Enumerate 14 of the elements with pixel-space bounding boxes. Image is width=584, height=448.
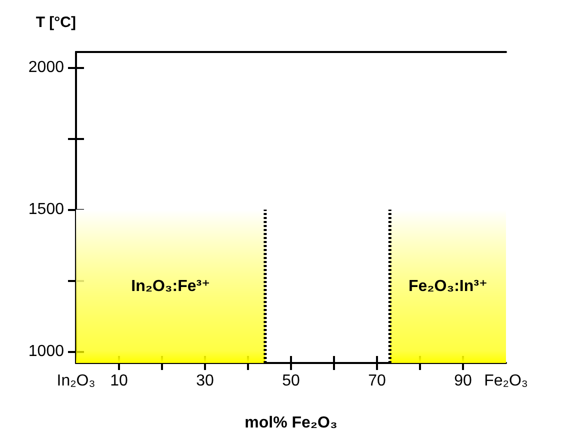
annotation: In₂O₃:Fe³⁺ <box>131 278 210 295</box>
y-tick-label: 1500 <box>28 201 64 218</box>
x-tick-label: 50 <box>282 372 300 390</box>
x-tick-label: 30 <box>196 372 214 390</box>
x-tick-label: In₂O₃ <box>56 372 96 390</box>
annotation: Fe₂O₃:In³⁺ <box>408 278 488 295</box>
y-axis-title: T [°C] <box>36 14 76 31</box>
x-tick-label: Fe₂O₃ <box>484 372 528 390</box>
x-tick-label: 90 <box>454 372 472 390</box>
x-tick-label: 10 <box>110 372 128 390</box>
x-axis-title: mol% Fe₂O₃ <box>244 414 338 432</box>
y-tick-label: 1000 <box>28 343 64 360</box>
y-tick-label: 2000 <box>28 59 64 76</box>
x-tick-label: 70 <box>368 372 386 390</box>
